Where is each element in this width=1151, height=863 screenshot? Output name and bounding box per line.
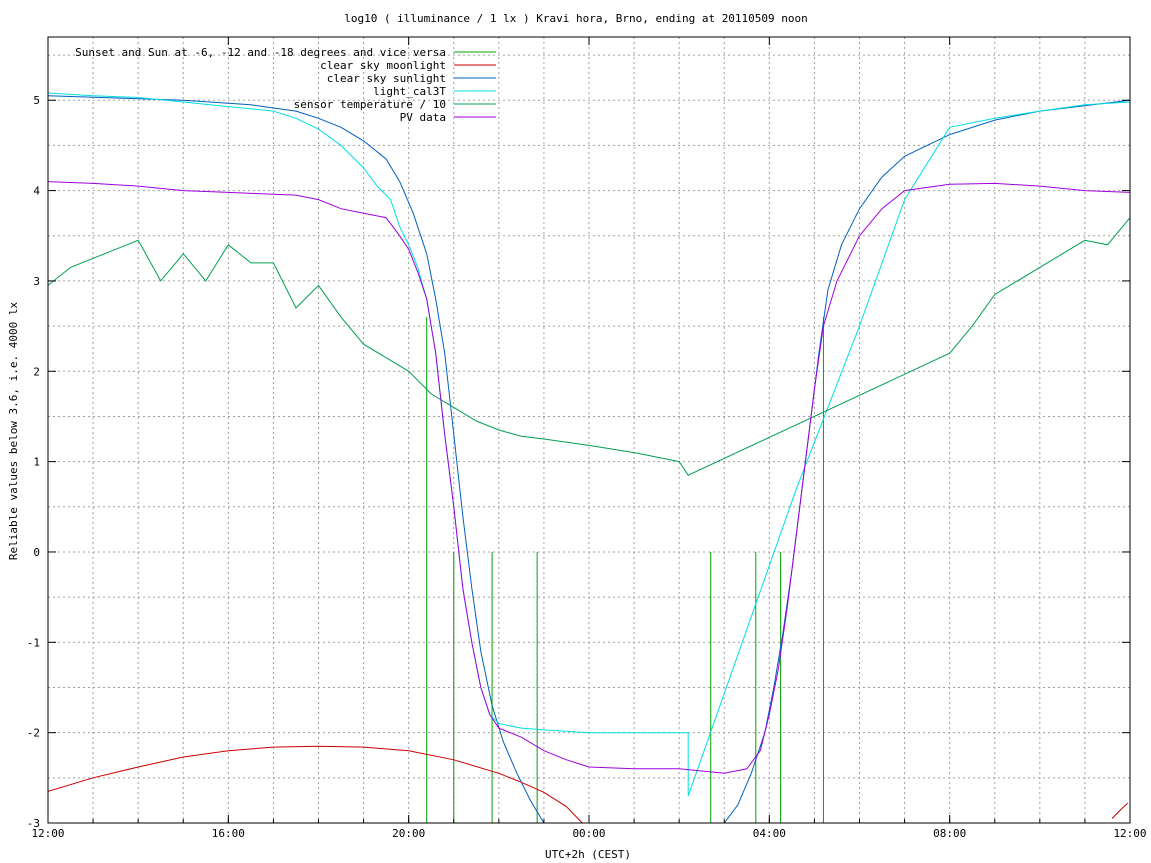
x-tick-label: 12:00: [1113, 827, 1146, 840]
series-clear-sky-moonlight-next-line: [1111, 802, 1129, 819]
y-tick-label: -3: [27, 817, 40, 830]
ticks: 12:00 16:00 20:00 00:00 04:00 08:00 12:00-3-2-…: [27, 37, 1147, 840]
legend-label: PV data: [400, 111, 446, 124]
grid: [48, 37, 1130, 823]
y-tick-label: 3: [33, 275, 40, 288]
series-clear-sky-sunlight-line: [48, 95, 1130, 823]
series-clear-sky-moonlight-line: [48, 745, 583, 823]
x-tick-label: 12:00: [31, 827, 64, 840]
legend: Sunset and Sun at -6, -12 and -18 degree…: [75, 46, 496, 124]
series-pv-data-line: [48, 181, 1130, 774]
x-axis-label: UTC+2h (CEST): [545, 848, 631, 861]
legend-label: Sunset and Sun at -6, -12 and -18 degree…: [75, 46, 446, 59]
x-tick-label: 16:00: [212, 827, 245, 840]
x-tick-label: 00:00: [572, 827, 605, 840]
x-tick-label: 04:00: [753, 827, 786, 840]
chart-title: log10 ( illuminance / 1 lx ) Kravi hora,…: [344, 12, 808, 25]
legend-label: clear sky moonlight: [320, 59, 446, 72]
plot-frame: [47, 36, 1131, 824]
legend-label: clear sky sunlight: [327, 72, 446, 85]
series-layer: [48, 92, 1130, 823]
x-tick-label: 20:00: [392, 827, 425, 840]
y-tick-label: 4: [33, 185, 40, 198]
y-tick-label: 2: [33, 365, 40, 378]
series-sensor-temperature-10-line: [48, 217, 1130, 476]
legend-label: sensor temperature / 10: [294, 98, 446, 111]
y-tick-label: -1: [27, 636, 40, 649]
y-tick-label: -2: [27, 727, 40, 740]
y-axis-label: Reliable values below 3.6, i.e. 4000 lx: [7, 301, 20, 560]
x-tick-label: 08:00: [933, 827, 966, 840]
y-tick-label: 0: [33, 546, 40, 559]
y-tick-label: 1: [33, 456, 40, 469]
legend-label: light_cal3T: [373, 85, 446, 98]
y-tick-label: 5: [33, 94, 40, 107]
